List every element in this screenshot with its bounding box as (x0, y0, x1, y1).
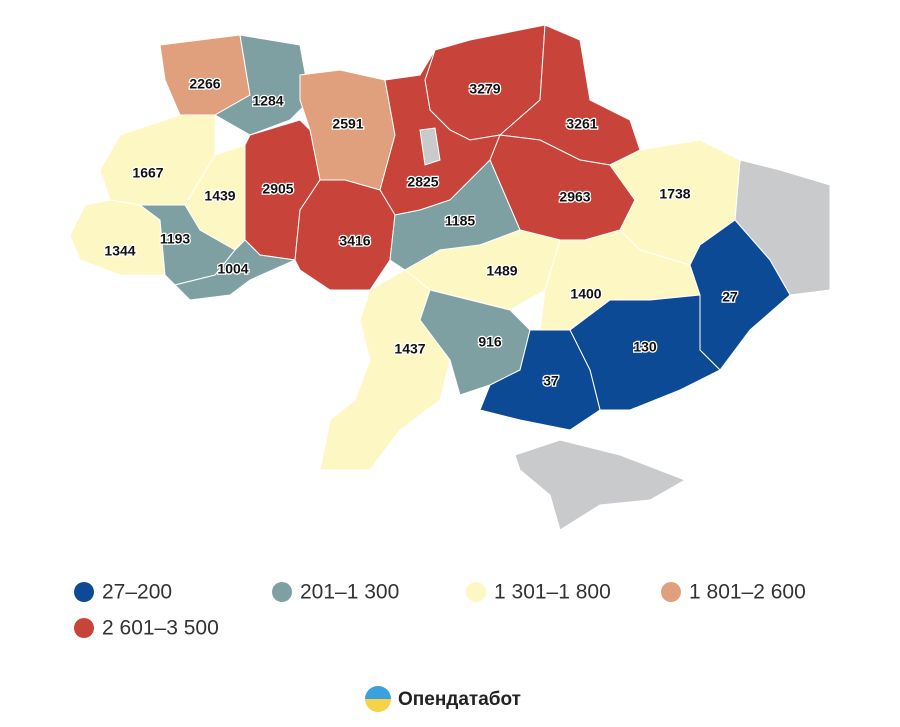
region-value: 1439 (204, 188, 235, 204)
region-value: 1185 (445, 213, 476, 229)
legend-swatch (466, 582, 486, 602)
region-value: 1400 (570, 286, 601, 302)
brand-name: Опендатабот (398, 689, 521, 710)
region-no-data (419, 127, 441, 166)
region-value: 1437 (394, 341, 425, 357)
region-value: 2266 (189, 76, 220, 92)
region-value: 3279 (469, 81, 500, 97)
region-value: 916 (478, 334, 502, 350)
legend-label: 1 301–1 800 (494, 581, 611, 604)
legend-label: 201–1 300 (300, 581, 399, 604)
legend-label: 2 601–3 500 (102, 617, 219, 640)
region-value: 130 (633, 339, 657, 355)
region (213, 34, 311, 136)
brand-logo (365, 686, 391, 699)
region-value: 1489 (486, 263, 517, 279)
region-value: 3416 (339, 233, 370, 249)
region-value: 3261 (566, 116, 597, 132)
region-value: 2963 (559, 189, 590, 205)
region (174, 239, 297, 301)
region-value: 1667 (132, 165, 163, 181)
legend-swatch (74, 618, 94, 638)
legend-label: 27–200 (102, 581, 172, 604)
region (479, 329, 601, 431)
legend-swatch (74, 582, 94, 602)
region-value: 2825 (407, 174, 438, 190)
legend-swatch (272, 582, 292, 602)
brand: Опендатабот (365, 686, 521, 712)
region-value: 1738 (659, 186, 690, 202)
region-value: 37 (543, 373, 559, 389)
region-value: 1284 (252, 93, 283, 109)
region-value: 2905 (262, 181, 293, 197)
region-value: 2591 (332, 116, 363, 132)
legend-swatch (661, 582, 681, 602)
region-value: 1004 (217, 261, 248, 277)
region-value: 27 (722, 289, 738, 305)
legend-label: 1 801–2 600 (689, 581, 806, 604)
map (69, 24, 831, 531)
legend: 27–200 201–1 300 1 301–1 800 1 801–2 600 2 6… (74, 581, 806, 640)
region-value: 1344 (104, 243, 135, 259)
region-no-data (514, 439, 687, 531)
region-value: 1193 (160, 231, 191, 247)
labels: 2266 1284 2591 3279 3261 1667 1439 2905 2825 2963… (103, 74, 739, 390)
